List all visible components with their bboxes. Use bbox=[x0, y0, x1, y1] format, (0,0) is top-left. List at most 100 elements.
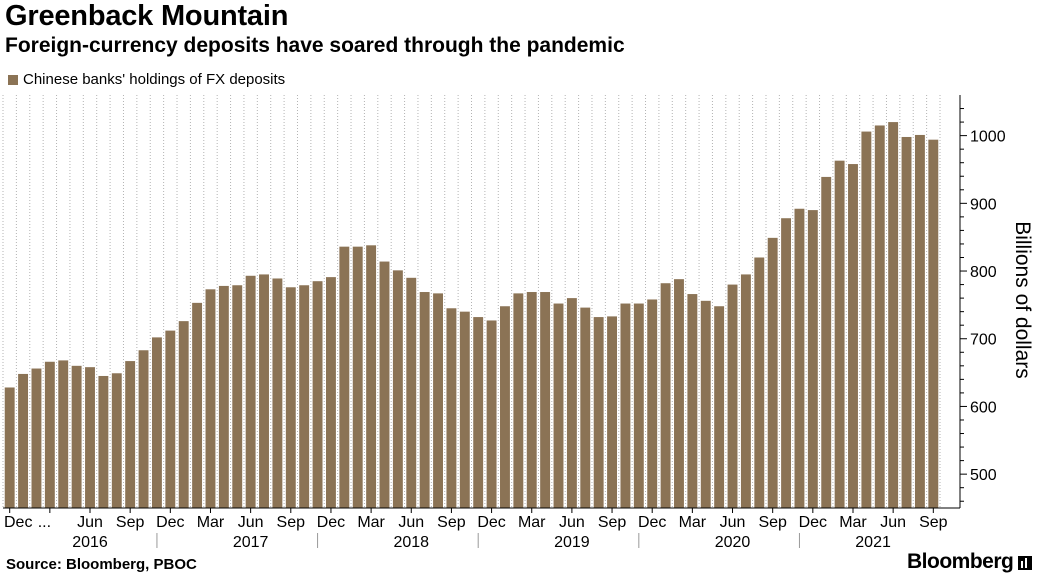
bar bbox=[299, 285, 310, 508]
bar bbox=[687, 294, 698, 508]
x-tick-label: Jun bbox=[880, 514, 906, 531]
x-tick-label: Mar bbox=[197, 514, 225, 531]
bar bbox=[928, 139, 939, 508]
bar bbox=[620, 303, 631, 508]
bar bbox=[232, 285, 243, 508]
bar bbox=[218, 285, 229, 508]
bar bbox=[31, 368, 42, 508]
x-tick-label: Jun bbox=[238, 514, 264, 531]
y-tick-label: 700 bbox=[970, 332, 997, 349]
x-tick-label: Mar bbox=[518, 514, 546, 531]
x-tick-label: Mar bbox=[357, 514, 385, 531]
year-label: 2018 bbox=[393, 534, 429, 551]
bar bbox=[178, 321, 189, 508]
bar bbox=[580, 307, 591, 508]
bar bbox=[834, 160, 845, 508]
bar bbox=[259, 274, 269, 508]
x-tick-label: Dec bbox=[156, 514, 184, 531]
year-label: 2016 bbox=[72, 534, 108, 551]
bar bbox=[339, 246, 350, 509]
bar bbox=[660, 283, 671, 508]
bar bbox=[914, 134, 925, 508]
bar bbox=[727, 284, 738, 508]
bar bbox=[205, 289, 216, 508]
bar bbox=[593, 317, 604, 508]
x-tick-label: Dec bbox=[4, 514, 32, 531]
y-tick-label: 800 bbox=[970, 264, 997, 281]
bar bbox=[861, 131, 872, 508]
x-tick-label: Sep bbox=[919, 514, 948, 531]
bar bbox=[874, 125, 885, 508]
bar bbox=[433, 293, 443, 508]
bar bbox=[714, 306, 725, 508]
bar bbox=[486, 320, 497, 508]
chart-subtitle: Foreign-currency deposits have soared th… bbox=[5, 34, 625, 57]
bar bbox=[419, 292, 430, 508]
y-tick-label: 1000 bbox=[970, 129, 1006, 146]
legend-swatch bbox=[8, 74, 18, 85]
bar bbox=[674, 279, 684, 508]
bar bbox=[352, 246, 363, 509]
bar bbox=[500, 306, 510, 508]
bar bbox=[848, 164, 858, 508]
x-tick-label: Jun bbox=[559, 514, 585, 531]
bar bbox=[58, 360, 69, 508]
bar bbox=[446, 308, 457, 508]
y-axis-label: Billions of dollars bbox=[1011, 221, 1034, 379]
y-tick-label: 500 bbox=[970, 467, 997, 484]
bar bbox=[138, 350, 149, 508]
bar bbox=[901, 136, 912, 508]
bar bbox=[392, 270, 403, 508]
bar bbox=[526, 292, 537, 508]
y-tick-label: 600 bbox=[970, 399, 997, 416]
bar bbox=[312, 281, 323, 508]
year-label: 2017 bbox=[233, 534, 269, 551]
bar bbox=[566, 298, 577, 508]
x-tick-label: Sep bbox=[758, 514, 787, 531]
x-tick-label: Mar bbox=[839, 514, 867, 531]
bar bbox=[700, 300, 711, 508]
x-tick-label: Sep bbox=[277, 514, 306, 531]
bar bbox=[473, 317, 484, 508]
bar bbox=[85, 367, 95, 508]
bar bbox=[607, 316, 618, 508]
bar bbox=[553, 303, 564, 508]
bar bbox=[459, 311, 470, 508]
chart-title: Greenback Mountain bbox=[5, 0, 289, 32]
bar bbox=[781, 218, 792, 508]
year-label: 2020 bbox=[715, 534, 751, 551]
bar bbox=[513, 293, 524, 508]
bar bbox=[165, 330, 176, 508]
x-tick-label: Sep bbox=[598, 514, 627, 531]
legend-label: Chinese banks' holdings of FX deposits bbox=[23, 71, 286, 88]
bar bbox=[272, 278, 283, 508]
x-tick-label: Jun bbox=[398, 514, 424, 531]
bar bbox=[767, 237, 778, 509]
bar bbox=[111, 373, 122, 508]
bar bbox=[366, 245, 377, 508]
x-tick-label: Sep bbox=[437, 514, 466, 531]
bar bbox=[633, 303, 644, 508]
bar bbox=[44, 361, 55, 508]
bar bbox=[647, 299, 658, 508]
bar bbox=[379, 261, 390, 508]
bar bbox=[18, 373, 29, 508]
bar bbox=[98, 375, 109, 508]
y-tick-label: 900 bbox=[970, 196, 997, 213]
x-tick-label: Dec bbox=[638, 514, 666, 531]
x-tick-label: Dec bbox=[317, 514, 345, 531]
bar bbox=[325, 277, 336, 508]
x-tick-label: Dec bbox=[799, 514, 827, 531]
bar bbox=[71, 365, 82, 508]
source-note: Source: Bloomberg, PBOC bbox=[6, 556, 197, 573]
x-tick-label: Jun bbox=[720, 514, 746, 531]
bar bbox=[794, 208, 805, 508]
year-label: 2021 bbox=[855, 534, 891, 551]
x-tick-label: Sep bbox=[116, 514, 145, 531]
bar bbox=[245, 275, 256, 508]
bar bbox=[192, 302, 203, 508]
x-tick-label: Mar bbox=[679, 514, 707, 531]
bar bbox=[807, 210, 818, 508]
bar bbox=[740, 274, 751, 508]
